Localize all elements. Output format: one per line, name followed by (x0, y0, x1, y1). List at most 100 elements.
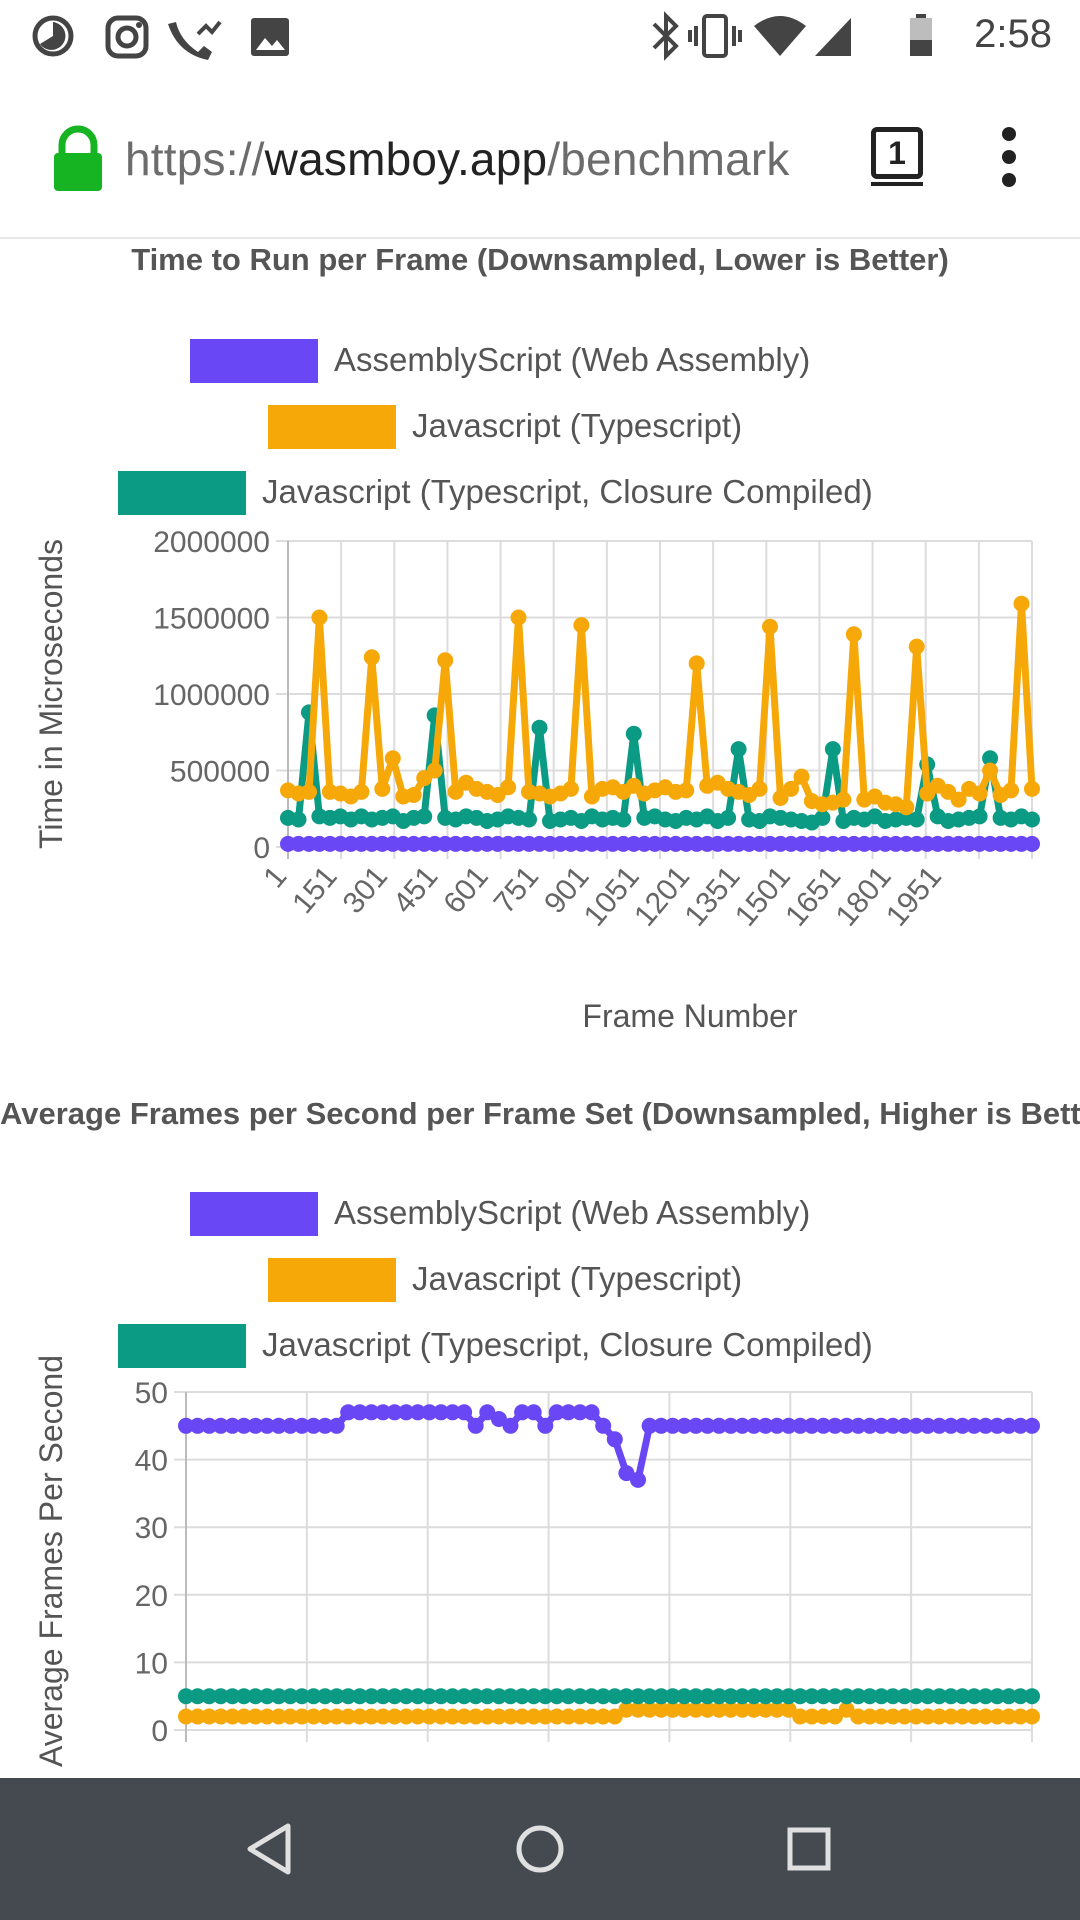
data-point (734, 1701, 751, 1718)
data-point (711, 1701, 728, 1718)
data-point (270, 1708, 287, 1725)
data-point (757, 1417, 774, 1434)
data-point (734, 1688, 751, 1705)
data-point (247, 1688, 264, 1705)
data-point (384, 750, 401, 767)
x-tick-label: 451 (387, 860, 444, 920)
data-point (521, 811, 537, 828)
data-point (1000, 1688, 1017, 1705)
data-point (201, 1688, 218, 1705)
data-point (305, 1688, 322, 1705)
url-path: /benchmark (547, 133, 790, 185)
data-point (340, 1708, 357, 1725)
data-point (720, 809, 737, 826)
data-point (931, 1417, 948, 1434)
wifi-icon (754, 16, 806, 56)
data-point (896, 1708, 913, 1725)
legend-swatch (268, 405, 396, 449)
x-tick-label: 1051 (578, 860, 646, 932)
lock-icon[interactable] (48, 125, 108, 195)
url-field[interactable]: https://wasmboy.app/benchmark (125, 132, 790, 186)
more-vert-icon[interactable] (1000, 127, 1018, 187)
data-point (884, 1688, 901, 1705)
data-point (815, 1708, 832, 1725)
data-point (189, 1708, 206, 1725)
data-point (479, 1404, 496, 1421)
data-point (606, 1431, 623, 1448)
data-point (803, 1417, 820, 1434)
data-point (942, 1688, 959, 1705)
data-point (618, 1701, 635, 1718)
data-point (803, 1688, 820, 1705)
back-icon[interactable] (236, 1814, 306, 1884)
data-point (699, 1688, 716, 1705)
data-point (734, 1417, 751, 1434)
data-point (328, 1708, 345, 1725)
data-point (548, 1708, 565, 1725)
data-point (745, 1417, 762, 1434)
data-point (305, 1708, 322, 1725)
x-tick-label: 1951 (880, 860, 948, 932)
data-point (328, 1417, 345, 1434)
y-tick-label: 2000000 (153, 526, 270, 559)
data-point (467, 1708, 484, 1725)
legend-swatch (190, 339, 318, 383)
data-point (409, 1688, 426, 1705)
data-point (444, 1708, 461, 1725)
data-point (838, 1688, 855, 1705)
legend-swatch (118, 1324, 246, 1368)
tab-switcher-button[interactable]: 1 (871, 127, 923, 186)
data-point (409, 1708, 426, 1725)
data-point (942, 1417, 959, 1434)
data-point (814, 809, 831, 826)
data-point (780, 1688, 797, 1705)
x-tick-label: 1651 (779, 860, 847, 932)
data-point (757, 1701, 774, 1718)
data-point (548, 1688, 565, 1705)
data-point (562, 780, 579, 797)
data-point (908, 811, 925, 828)
data-point (583, 1708, 600, 1725)
data-point (687, 1688, 704, 1705)
data-point (525, 1708, 542, 1725)
data-point (293, 1688, 310, 1705)
data-point (514, 1688, 531, 1705)
data-point (966, 1688, 983, 1705)
data-point (699, 1417, 716, 1434)
y-tick-label: 1500000 (153, 603, 270, 636)
data-point (479, 1708, 496, 1725)
url-host: wasmboy.app (264, 133, 548, 185)
data-point (982, 750, 999, 767)
data-point (293, 1417, 310, 1434)
data-point (311, 609, 328, 626)
instagram-icon (105, 15, 149, 59)
data-point (1024, 811, 1040, 828)
data-point (363, 649, 380, 666)
signal-icon (815, 18, 851, 56)
home-icon[interactable] (505, 1814, 575, 1884)
recents-icon[interactable] (774, 1814, 844, 1884)
data-point (653, 1688, 670, 1705)
data-point (792, 1417, 809, 1434)
data-point (317, 1417, 334, 1434)
data-point (653, 1417, 670, 1434)
chart-title: Time to Run per Frame (Downsampled, Lowe… (131, 242, 949, 277)
data-point (525, 1688, 542, 1705)
data-point (502, 1708, 519, 1725)
data-point (838, 1701, 855, 1718)
data-point (757, 1688, 774, 1705)
data-point (444, 1688, 461, 1705)
data-point (421, 1708, 438, 1725)
legend-label: AssemblyScript (Web Assembly) (334, 1194, 811, 1231)
gallery-icon (251, 18, 289, 56)
data-point (815, 1417, 832, 1434)
data-point (224, 1688, 241, 1705)
data-point (572, 1688, 588, 1705)
data-point (803, 1708, 820, 1725)
x-tick-label: 1501 (729, 860, 797, 932)
data-point (1024, 1708, 1040, 1725)
data-point (688, 655, 705, 672)
data-point (606, 1688, 623, 1705)
data-point (235, 1417, 252, 1434)
data-point (1003, 782, 1019, 799)
